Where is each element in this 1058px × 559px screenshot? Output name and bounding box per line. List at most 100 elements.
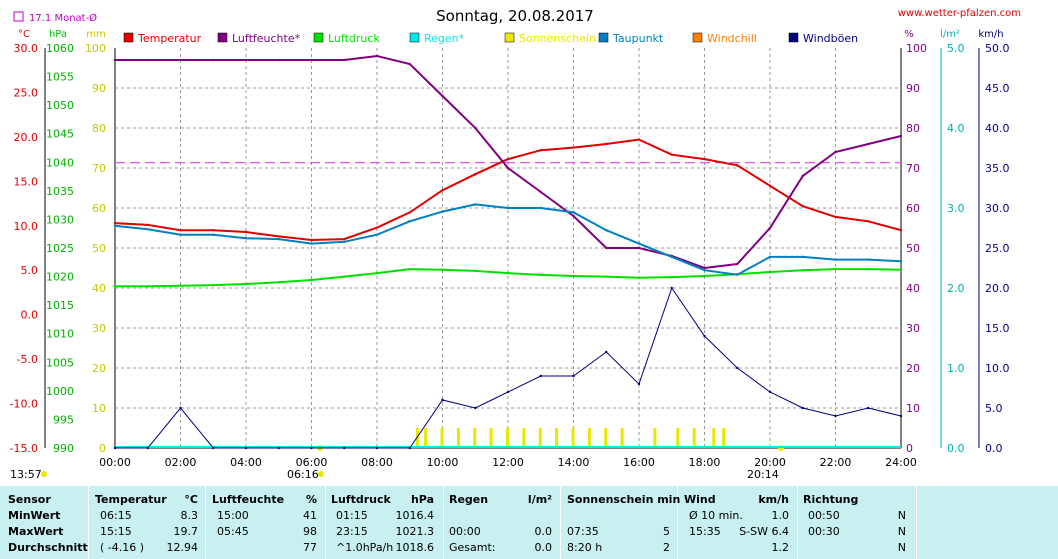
sunshine-bar xyxy=(620,428,624,448)
series-point xyxy=(670,255,673,259)
series-point xyxy=(146,58,149,62)
sunshine-bar xyxy=(587,428,591,448)
table-cell: 1018.6 xyxy=(395,541,435,554)
series-point xyxy=(375,446,379,450)
series-point xyxy=(768,390,772,394)
series-point xyxy=(212,229,215,232)
series-point xyxy=(375,226,379,229)
sunshine-bar xyxy=(506,428,509,448)
series-point xyxy=(572,274,575,278)
series-point xyxy=(441,210,444,213)
table-cell: 15:00 xyxy=(217,509,249,522)
monthly-avg-marker xyxy=(13,11,24,22)
series-point xyxy=(867,142,870,146)
series-point xyxy=(703,274,706,278)
hpa-tick-label: 1035 xyxy=(46,185,74,198)
table-cell: 15:35 xyxy=(689,525,721,538)
hpa-tick-label: 1030 xyxy=(46,213,74,226)
mm-tick-label: 60 xyxy=(92,202,106,215)
series-point xyxy=(343,240,346,243)
table-cell: 1016.4 xyxy=(395,509,435,522)
table-cell: 1021.3 xyxy=(395,525,435,538)
right-unit-label: l/m² xyxy=(940,29,960,40)
wind-tick-label: 0.0 xyxy=(985,442,1003,455)
table-cell: 2 xyxy=(663,541,670,554)
table-header: °C xyxy=(184,493,198,506)
legend-label: Luftdruck xyxy=(328,32,380,45)
x-tick-label: 18:00 xyxy=(689,456,721,469)
series-point xyxy=(244,237,248,240)
mm-tick-label: 30 xyxy=(92,322,106,335)
series-point xyxy=(343,58,346,62)
right-unit-label: km/h xyxy=(978,29,1003,40)
series-point xyxy=(277,58,280,62)
summary-table: Sensor Temperatur °C Luftfeuchte% Luftdruck h… xyxy=(0,486,1058,559)
series-point xyxy=(474,203,477,206)
legend-swatch xyxy=(217,32,228,43)
series-point xyxy=(899,268,903,271)
pct-tick-label: 100 xyxy=(906,42,927,55)
pct-tick-label: 40 xyxy=(906,282,920,295)
table-header: Luftdruck xyxy=(331,493,391,506)
series-point xyxy=(834,150,837,154)
table-header: Wind xyxy=(684,493,716,506)
series-point xyxy=(736,273,739,276)
sunrise-icon xyxy=(318,471,324,477)
table-cell: 06:15 xyxy=(100,509,132,522)
sunshine-bar xyxy=(415,428,419,448)
table-cell: N xyxy=(897,541,906,554)
hpa-tick-label: 1015 xyxy=(46,299,74,312)
sunshine-bar xyxy=(440,428,444,448)
series-point xyxy=(212,58,215,62)
table-cell: 00:50 xyxy=(808,509,840,522)
series-point xyxy=(212,446,215,450)
legend-label: Regen* xyxy=(424,32,465,45)
x-tick-label: 14:00 xyxy=(558,456,590,469)
series-point xyxy=(310,446,313,450)
wind-tick-label: 10.0 xyxy=(985,362,1010,375)
hpa-tick-label: 990 xyxy=(53,442,74,455)
mm-tick-label: 80 xyxy=(92,122,106,135)
sunshine-bar xyxy=(522,428,526,448)
pct-tick-label: 90 xyxy=(906,82,920,95)
series-point xyxy=(637,246,641,250)
left-unit-label: mm xyxy=(86,29,105,40)
x-tick-label: 02:00 xyxy=(165,456,197,469)
series-point xyxy=(277,446,280,450)
table-cell: 0.0 xyxy=(534,541,553,554)
series-point xyxy=(801,255,804,259)
table-cell: 23:15 xyxy=(336,525,368,538)
series-point xyxy=(441,398,444,402)
start-time-label: 13:57 xyxy=(10,468,42,481)
temp-tick-label: 0.0 xyxy=(21,309,39,322)
series-point xyxy=(637,382,641,386)
series-point xyxy=(244,282,248,286)
series-point xyxy=(506,206,510,210)
series-point xyxy=(768,226,772,230)
table-header: Luftfeuchte xyxy=(212,493,285,506)
legend-swatch xyxy=(692,32,703,43)
series-point xyxy=(736,366,739,370)
table-cell: Gesamt: xyxy=(449,541,496,554)
wind-tick-label: 20.0 xyxy=(985,282,1010,295)
series-point xyxy=(244,230,248,234)
series-point xyxy=(572,374,575,378)
series-point xyxy=(768,255,772,259)
series-point xyxy=(474,173,477,176)
temp-tick-label: 25.0 xyxy=(14,86,39,99)
table-cell: Ø 10 min. xyxy=(689,509,743,522)
wind-tick-label: 40.0 xyxy=(985,122,1010,135)
table-cell: S-SW 6.4 xyxy=(739,525,789,538)
wind-tick-label: 45.0 xyxy=(985,82,1010,95)
hpa-tick-label: 995 xyxy=(53,413,74,426)
table-cell: 98 xyxy=(303,525,317,538)
series-point xyxy=(703,157,706,161)
wind-tick-label: 30.0 xyxy=(985,202,1010,215)
series-point xyxy=(310,238,313,242)
series-point xyxy=(539,273,542,277)
series-point xyxy=(801,174,804,178)
hpa-tick-label: 1025 xyxy=(46,242,74,255)
sun-icon xyxy=(41,471,47,477)
series-point xyxy=(375,271,379,275)
series-point xyxy=(113,221,117,225)
